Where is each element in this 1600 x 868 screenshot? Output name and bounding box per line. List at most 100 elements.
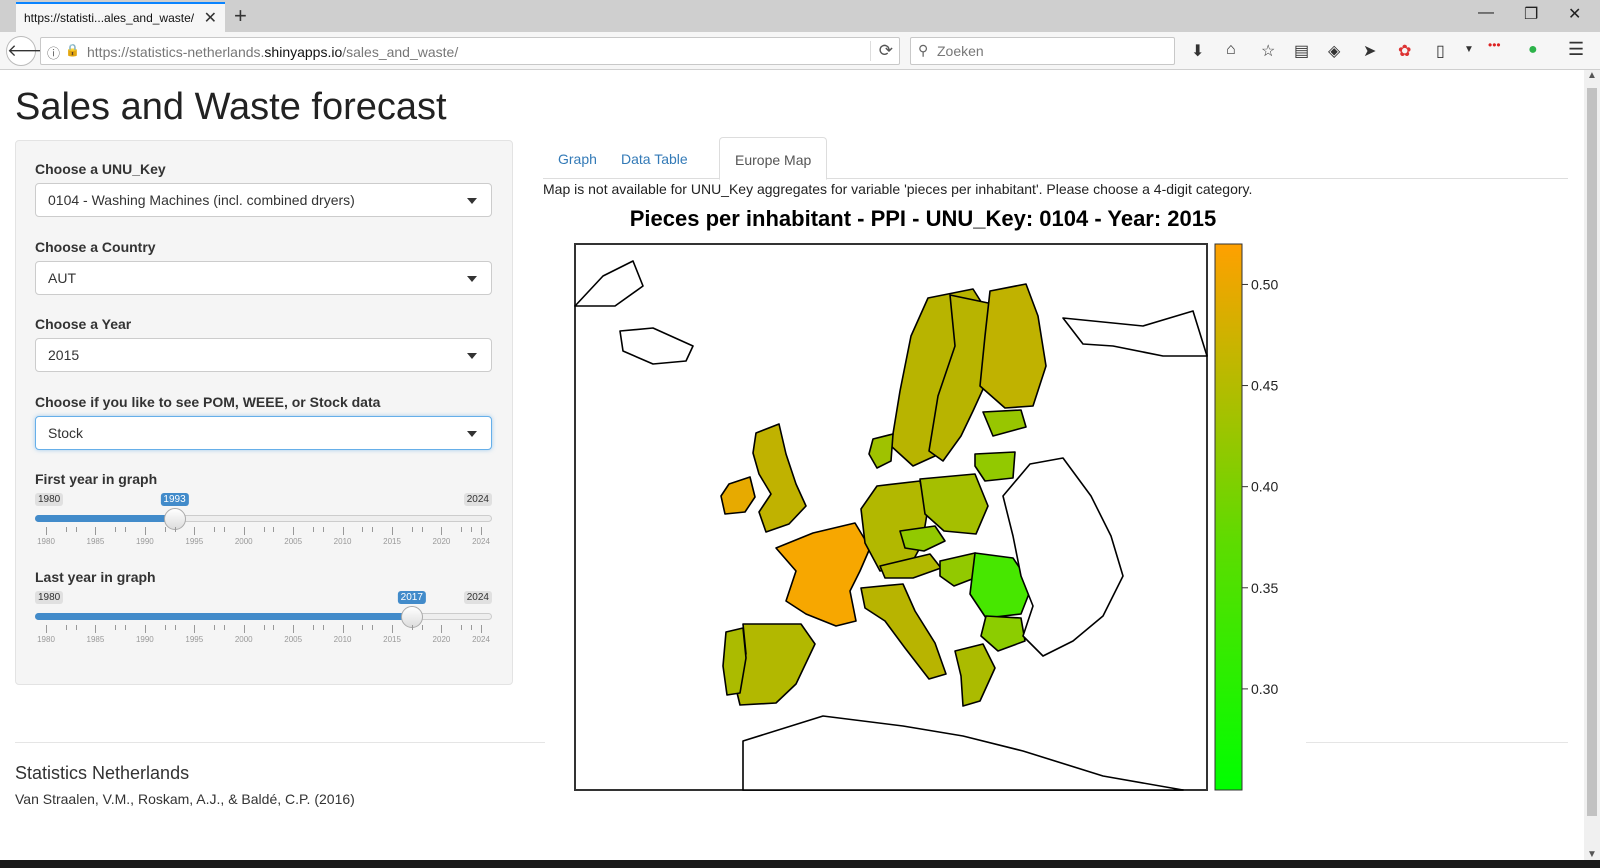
region-no-data [619,327,694,365]
lock-icon[interactable]: 🔒 [65,43,80,57]
close-tab-icon[interactable]: ✕ [203,10,217,27]
region-no-data [574,260,644,307]
restore-icon[interactable]: ❐ [1524,6,1539,23]
slider-tick [411,527,413,532]
slider-tick [125,625,127,630]
country-select[interactable]: AUT [35,261,492,295]
last-year-slider[interactable]: 1980 2024 2017 1980 1985 1990 1995 2000 2005 2… [35,591,492,651]
slider-tick-label: 2015 [383,635,401,644]
region-estonia [982,409,1027,437]
browser-titlebar: https://statisti...ales_and_waste/ ✕ + —… [0,0,1600,32]
slider-tick [95,625,97,633]
tab-graph[interactable]: Graph [558,151,597,167]
slider-tick [421,527,423,532]
slider-tick [263,625,265,630]
download-icon[interactable]: ⬇ [1191,43,1205,60]
slider-tick [441,527,443,535]
legend-label: 0.40 [1251,479,1278,495]
slider-min: 1980 [35,493,64,506]
slider-tick [65,527,67,532]
first-year-slider[interactable]: 1980 2024 1993 1980 1985 1990 1995 2000 2005 2… [35,493,492,553]
minimize-icon[interactable]: — [1478,4,1494,21]
first-year-label: First year in graph [35,471,158,487]
library-icon[interactable]: ▤ [1294,43,1310,60]
slider-max: 2024 [463,591,492,604]
slider-tick [223,625,225,630]
divider [1306,742,1568,743]
slider-tick [293,625,295,633]
sidebar-panel: Choose a UNU_Key 0104 - Washing Machines… [15,140,513,685]
slider-tick [273,625,275,630]
slider-value: 2017 [397,591,426,604]
legend-label: 0.45 [1251,378,1278,394]
search-input[interactable]: ⚲ Zoeken [910,37,1175,65]
slider-tick-label: 1995 [185,537,204,546]
scroll-up-icon[interactable]: ▲ [1587,70,1597,81]
grammarly-icon[interactable]: ● [1528,41,1538,58]
region-denmark [868,433,894,469]
region-finland [979,283,1047,409]
legend-label: 0.35 [1251,580,1278,596]
scroll-down-icon[interactable]: ▼ [1587,849,1597,860]
unu-key-select[interactable]: 0104 - Washing Machines (incl. combined … [35,183,492,217]
slider-tick [342,527,344,535]
year-value: 2015 [48,347,80,363]
slider-tick [322,527,324,532]
reload-icon[interactable]: ⟳ [869,41,893,61]
region-poland [919,473,989,535]
tab-europe-map[interactable]: Europe Map [719,137,828,180]
close-window-icon[interactable]: ✕ [1568,6,1582,23]
dropdown-icon[interactable]: ▼ [1464,44,1474,55]
pocket-icon[interactable]: ◈ [1328,43,1341,60]
slider-tick [95,527,97,535]
chevron-down-icon [467,198,477,204]
slider-tick [392,527,394,535]
slider-tick [194,625,196,633]
slider-tick [471,625,473,630]
slider-tick [362,527,364,532]
os-taskbar [0,860,1600,868]
menu-icon[interactable]: ☰ [1568,39,1585,59]
slider-fill [35,613,412,620]
url-bar[interactable]: ⓘ 🔒 https://statistics-netherlands.shiny… [40,37,900,65]
home-icon[interactable]: ⌂ [1226,41,1236,58]
region-portugal [722,627,747,696]
extension-icon[interactable]: ✿ [1398,43,1412,60]
clipboard-icon[interactable]: ▯ [1436,43,1445,60]
slider-tick [372,527,374,532]
slider-max: 2024 [463,493,492,506]
back-button[interactable]: 🡐 [6,36,53,66]
country-label: Choose a Country [35,239,156,255]
legend-colorbar [1214,243,1243,791]
slider-tick-label: 1980 [37,635,55,644]
slider-tick-label: 2000 [234,537,253,546]
slider-tick [46,625,47,633]
slider-tick [441,625,443,633]
new-tab-icon[interactable]: + [234,3,247,28]
slider-tick [312,527,314,532]
slider-tick [164,527,166,532]
url-text[interactable]: https://statistics-netherlands.shinyapps… [87,44,459,60]
slider-tick-label: 2000 [234,635,253,644]
send-icon[interactable]: ➤ [1363,43,1377,60]
slider-grid: 1980 1985 1990 1995 2000 2005 2010 2015 2020 2024 [35,527,492,547]
scrollbar-thumb[interactable] [1587,88,1597,816]
browser-tab[interactable]: https://statisti...ales_and_waste/ ✕ [16,2,225,32]
dots-extension-icon[interactable]: ••• [1488,38,1501,52]
slider-tick [293,527,295,535]
datatype-select[interactable]: Stock [35,416,492,450]
browser-navbar: 🡐 ⓘ 🔒 https://statistics-netherlands.shi… [0,32,1600,70]
info-icon[interactable]: ⓘ [47,46,61,61]
slider-tick [312,625,314,630]
region-no-data [742,715,1184,791]
page-scrollbar[interactable]: ▲ ▼ [1584,70,1600,860]
bookmark-star-icon[interactable]: ☆ [1261,43,1276,60]
slider-tick-label: 2020 [432,635,451,644]
year-select[interactable]: 2015 [35,338,492,372]
region-hungary [939,552,981,587]
slider-grid: 1980 1985 1990 1995 2000 2005 2010 2015 2020 2024 [35,625,492,645]
tab-data-table[interactable]: Data Table [621,151,688,167]
slider-tick-label: 2024 [472,537,490,546]
slider-value: 1993 [160,493,189,506]
unu-key-value: 0104 - Washing Machines (incl. combined … [48,192,355,208]
